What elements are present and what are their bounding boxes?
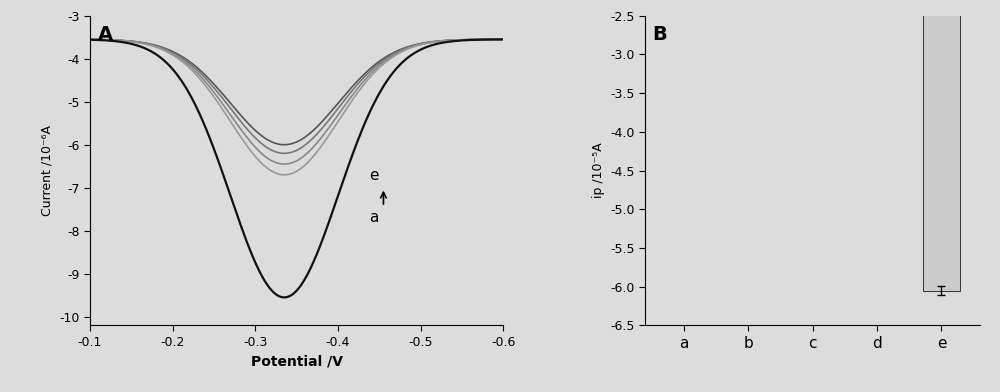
- X-axis label: Potential /V: Potential /V: [251, 354, 343, 368]
- Text: e: e: [369, 167, 379, 183]
- Text: a: a: [369, 210, 379, 225]
- Bar: [923, 0, 960, 290]
- Bar: [665, 0, 703, 2]
- Bar: [794, 0, 831, 4]
- Text: A: A: [98, 25, 113, 44]
- Text: B: B: [652, 25, 667, 44]
- Y-axis label: ip /10⁻⁵A: ip /10⁻⁵A: [592, 143, 605, 198]
- Y-axis label: Current /10⁻⁶A: Current /10⁻⁶A: [41, 125, 54, 216]
- Bar: [730, 0, 767, 9]
